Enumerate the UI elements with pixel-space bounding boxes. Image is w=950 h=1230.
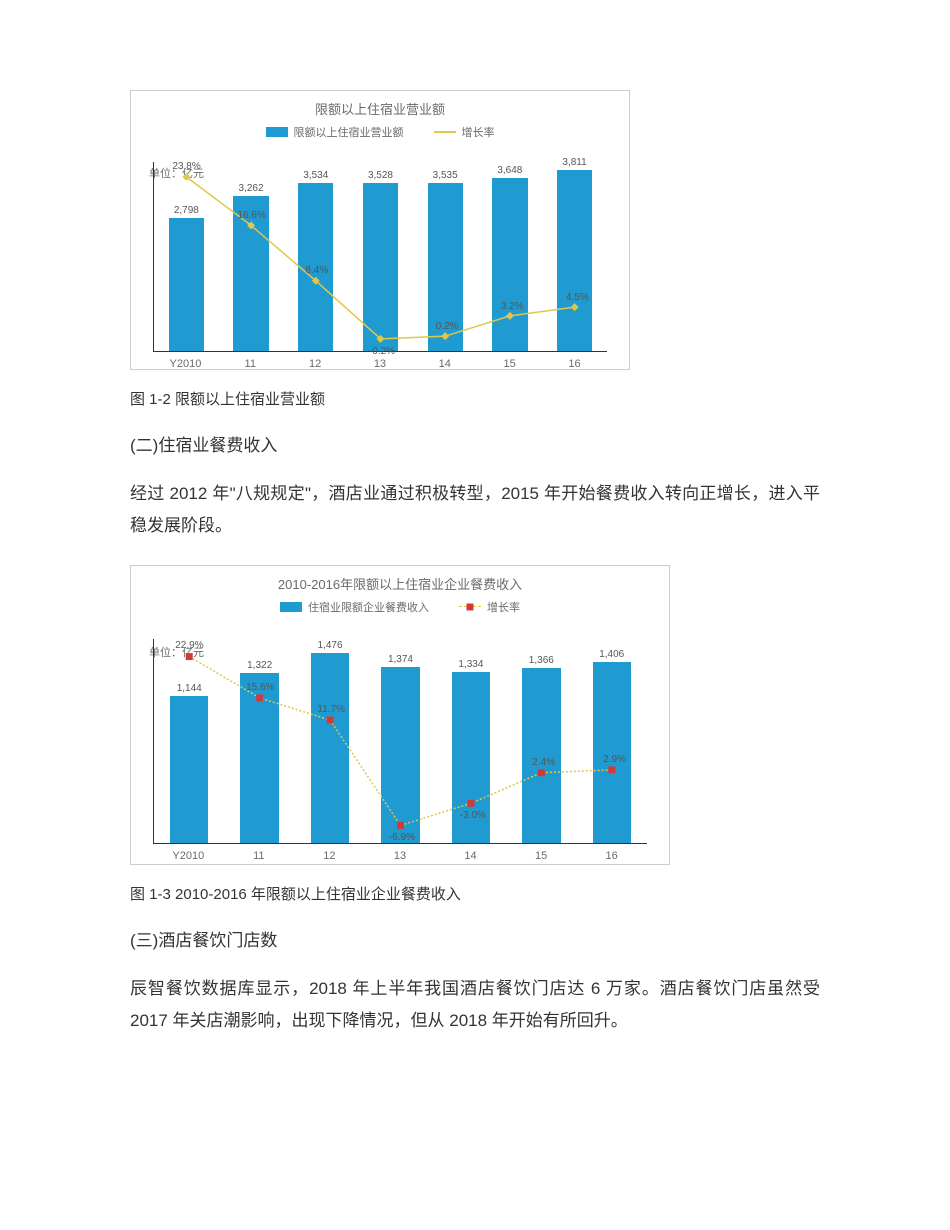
bar-slot: 3,811 <box>545 157 604 351</box>
bar-swatch-icon <box>280 602 302 612</box>
bar-slot: 3,648 <box>480 165 539 351</box>
legend-bar: 限额以上住宿业营业额 <box>266 124 404 140</box>
bar-value-label: 1,406 <box>599 649 624 660</box>
figure-caption-1-2: 图 1-2 限额以上住宿业营业额 <box>130 388 820 409</box>
legend-line-label: 增长率 <box>487 599 520 615</box>
bar-value-label: 1,144 <box>177 683 202 694</box>
growth-label: 8.4% <box>305 265 328 276</box>
line-swatch-icon <box>459 606 481 607</box>
chart2-bars: 1,144 1,322 1,476 1,374 1,334 1,366 1,406 <box>154 639 647 843</box>
bar <box>557 170 592 351</box>
bar-slot: 1,476 <box>298 640 362 842</box>
xaxis-tick: Y2010 <box>156 850 220 862</box>
xaxis-tick: 13 <box>350 358 409 370</box>
figure-caption-1-3: 图 1-3 2010-2016 年限额以上住宿业企业餐费收入 <box>130 883 820 904</box>
bar-value-label: 3,262 <box>239 183 264 194</box>
chart2-legend: 住宿业限额企业餐费收入 增长率 <box>131 593 669 621</box>
bar-swatch-icon <box>266 127 288 137</box>
bar-slot: 3,262 <box>222 183 281 351</box>
growth-label: 2.4% <box>532 757 555 768</box>
paragraph-1: 经过 2012 年"八规规定"，酒店业通过积极转型，2015 年开始餐费收入转向… <box>130 478 820 543</box>
bar-slot: 1,366 <box>509 655 573 843</box>
xaxis-tick: 15 <box>480 358 539 370</box>
bar <box>381 667 419 843</box>
xaxis-tick: 16 <box>580 850 644 862</box>
section-heading-3: (三)酒店餐饮门店数 <box>130 926 820 951</box>
growth-label: 23.8% <box>172 161 200 172</box>
bar-slot: 2,798 <box>157 205 216 351</box>
chart2-title: 2010-2016年限额以上住宿业企业餐费收入 <box>131 566 669 593</box>
growth-label: 16.6% <box>238 210 266 221</box>
xaxis-tick: Y2010 <box>156 358 215 370</box>
growth-label: 11.7% <box>317 704 345 715</box>
xaxis-tick: 11 <box>221 358 280 370</box>
chart2-plot: 1,144 1,322 1,476 1,374 1,334 1,366 1,406 22.9… <box>153 639 647 844</box>
chart1-plot: 2,7983,2623,5343,5283,5353,6483,811 23.8… <box>153 162 607 352</box>
bar <box>593 662 631 842</box>
bar-slot: 3,528 <box>351 170 410 351</box>
bar <box>363 183 398 351</box>
chart1-legend: 限额以上住宿业营业额 增长率 <box>131 118 629 146</box>
chart2-xaxis: Y2010 11 12 13 14 15 16 <box>153 850 647 862</box>
bar-value-label: 2,798 <box>174 205 199 216</box>
bar <box>492 178 527 351</box>
xaxis-tick: 15 <box>509 850 573 862</box>
bar-value-label: 3,811 <box>562 157 586 168</box>
line-swatch-icon <box>434 131 456 133</box>
section-heading-2: (二)住宿业餐费收入 <box>130 431 820 456</box>
bar <box>240 673 278 842</box>
bar-value-label: 1,334 <box>458 659 483 670</box>
chart-catering-revenue: 2010-2016年限额以上住宿业企业餐费收入 住宿业限额企业餐费收入 增长率 … <box>130 565 670 865</box>
bar-value-label: 3,535 <box>433 170 458 181</box>
bar-value-label: 1,366 <box>529 655 554 666</box>
xaxis-tick: 12 <box>286 358 345 370</box>
legend-line-label: 增长率 <box>462 124 495 140</box>
legend-bar-label: 住宿业限额企业餐费收入 <box>308 599 429 615</box>
growth-label: 3.2% <box>501 301 524 312</box>
bar-slot: 3,534 <box>286 170 345 351</box>
bar-value-label: 1,322 <box>247 660 272 671</box>
bar-slot: 1,374 <box>368 654 432 843</box>
bar-slot: 1,144 <box>157 683 221 843</box>
bar-value-label: 3,528 <box>368 170 393 181</box>
growth-label: 2.9% <box>603 754 626 765</box>
growth-label: 22.9% <box>175 640 203 651</box>
bar <box>170 696 208 843</box>
xaxis-tick: 16 <box>545 358 604 370</box>
growth-label: 15.6% <box>246 682 274 693</box>
growth-label: -3.0% <box>460 810 486 821</box>
chart1-title: 限额以上住宿业营业额 <box>131 91 629 118</box>
bar-slot: 1,406 <box>580 649 644 842</box>
growth-label: 0.2% <box>436 321 459 332</box>
square-marker-icon <box>467 604 474 611</box>
bar <box>169 218 204 351</box>
xaxis-tick: 13 <box>368 850 432 862</box>
legend-bar: 住宿业限额企业餐费收入 <box>280 599 429 615</box>
paragraph-2: 辰智餐饮数据库显示，2018 年上半年我国酒店餐饮门店达 6 万家。酒店餐饮门店… <box>130 973 820 1038</box>
legend-bar-label: 限额以上住宿业营业额 <box>294 124 404 140</box>
xaxis-tick: 12 <box>297 850 361 862</box>
growth-label: -0.2% <box>369 346 395 357</box>
bar-value-label: 1,374 <box>388 654 413 665</box>
bar-value-label: 3,534 <box>303 170 328 181</box>
bar-value-label: 3,648 <box>497 165 522 176</box>
bar <box>311 653 349 842</box>
chart1-bars: 2,7983,2623,5343,5283,5353,6483,811 <box>154 162 607 351</box>
growth-label: -6.9% <box>389 832 415 843</box>
bar <box>522 668 560 843</box>
legend-line: 增长率 <box>434 124 495 140</box>
legend-line: 增长率 <box>459 599 520 615</box>
growth-label: 4.5% <box>566 292 589 303</box>
chart-lodging-revenue: 限额以上住宿业营业额 限额以上住宿业营业额 增长率 单位：亿元 2,7983,2… <box>130 90 630 370</box>
xaxis-tick: 11 <box>227 850 291 862</box>
chart1-xaxis: Y2010 11 12 13 14 15 16 <box>153 358 607 370</box>
bar-value-label: 1,476 <box>318 640 343 651</box>
xaxis-tick: 14 <box>415 358 474 370</box>
xaxis-tick: 14 <box>438 850 502 862</box>
